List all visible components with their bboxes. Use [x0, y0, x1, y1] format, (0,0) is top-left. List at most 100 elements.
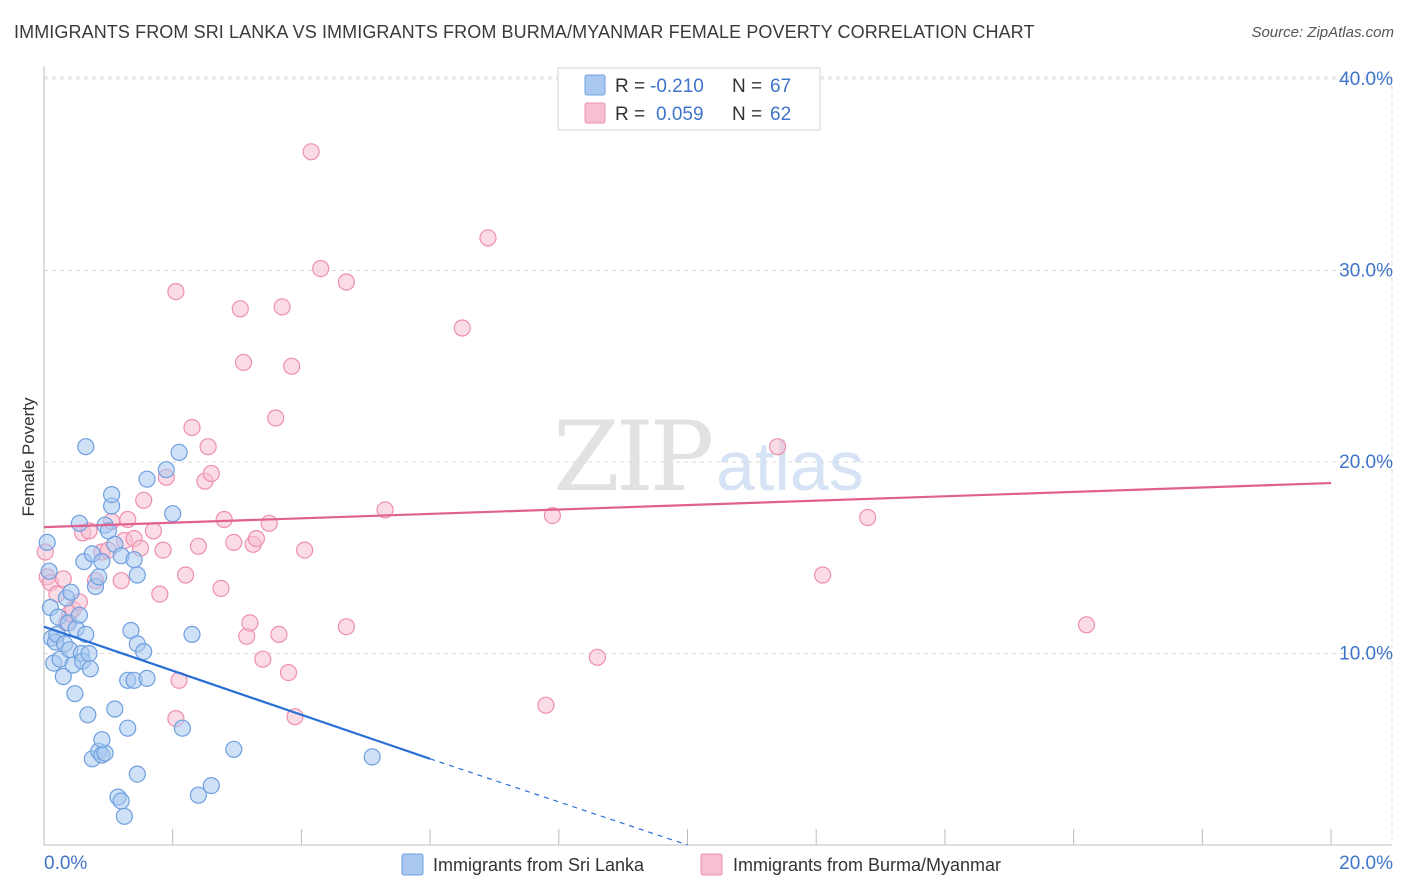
- burma-point: [241, 614, 259, 632]
- burma-point: [270, 625, 288, 644]
- bottom-legend-label-sri-lanka: Immigrants from Sri Lanka: [433, 855, 645, 875]
- x-tick-label: 0.0%: [44, 853, 87, 874]
- y-tick-label: 40.0%: [1339, 69, 1393, 90]
- burma-point: [286, 708, 304, 726]
- burma-point: [254, 650, 272, 668]
- sri-lanka-trend-line: [43, 625, 431, 760]
- bottom-legend-swatch-pink: [700, 853, 723, 876]
- burma-point: [260, 514, 278, 532]
- legend-r-value-2: 0.059: [656, 104, 704, 125]
- sri-lanka-point: [70, 606, 89, 624]
- legend-n-value-1: 67: [770, 76, 791, 97]
- sri-lanka-point: [102, 486, 121, 504]
- legend-n-value-2: 62: [770, 104, 791, 125]
- burma-point: [54, 570, 72, 588]
- burma-point: [312, 260, 330, 278]
- watermark-zip: ZIP: [553, 401, 712, 513]
- sri-lanka-point: [135, 642, 153, 661]
- burma-point: [167, 283, 185, 301]
- burma-point: [151, 585, 169, 603]
- burma-point: [337, 273, 355, 291]
- burma-point: [267, 409, 285, 427]
- burma-point: [247, 529, 265, 548]
- burma-point: [283, 357, 301, 375]
- burma-point: [302, 143, 320, 161]
- series-legend: Immigrants from Sri Lanka Immigrants fro…: [401, 853, 1001, 876]
- burma-point: [135, 491, 153, 509]
- sri-lanka-point: [93, 731, 111, 749]
- burma-point: [112, 572, 130, 590]
- legend-n-label-2: N =: [732, 104, 762, 125]
- sri-lanka-point: [170, 443, 188, 461]
- source-label: Source: ZipAtlas.com: [1251, 24, 1394, 41]
- burma-point: [202, 464, 220, 483]
- burma-point: [279, 663, 298, 682]
- sri-lanka-point: [128, 566, 146, 584]
- burma-point: [1077, 616, 1096, 634]
- tick-labels: 10.0% 20.0% 30.0% 40.0% 0.0% 20.0%: [44, 69, 1393, 874]
- legend-n-label-1: N =: [732, 76, 762, 97]
- sri-lanka-point: [138, 669, 156, 688]
- burma-point: [199, 438, 217, 456]
- sri-lanka-point: [54, 667, 72, 686]
- burma-point: [212, 579, 230, 598]
- bottom-legend-label-burma: Immigrants from Burma/Myanmar: [733, 855, 1001, 875]
- burma-point: [296, 541, 314, 559]
- legend-swatch-pink: [584, 102, 606, 124]
- burma-point: [543, 506, 562, 525]
- correlation-legend: R = -0.210 N = 67 R = 0.059 N = 62: [557, 67, 821, 131]
- burma-point: [144, 522, 162, 540]
- sri-lanka-point: [40, 562, 58, 580]
- burma-point: [337, 618, 355, 636]
- x-tick-label: 20.0%: [1339, 853, 1393, 874]
- burma-point: [588, 648, 607, 666]
- legend-r-label-1: R =: [615, 76, 645, 97]
- sri-lanka-point: [106, 700, 124, 718]
- sri-lanka-point: [125, 551, 143, 569]
- y-tick-label: 20.0%: [1339, 452, 1393, 473]
- sri-lanka-point: [70, 514, 89, 532]
- burma-point: [813, 566, 832, 584]
- sri-lanka-point: [77, 438, 95, 456]
- sri-lanka-point: [164, 505, 182, 523]
- burma-point: [768, 438, 787, 456]
- watermark-atlas: atlas: [716, 427, 864, 505]
- burma-point: [234, 353, 253, 371]
- sri-lanka-point: [93, 552, 111, 571]
- sri-lanka-point: [90, 568, 108, 586]
- y-axis-label: Female Poverty: [19, 397, 38, 517]
- sri-lanka-point: [128, 765, 146, 783]
- burma-point: [376, 501, 394, 519]
- burma-point: [537, 696, 555, 714]
- sri-lanka-point: [81, 660, 99, 678]
- sri-lanka-point: [38, 533, 56, 552]
- sri-lanka-point: [112, 792, 130, 810]
- sri-lanka-point: [157, 461, 175, 479]
- sri-lanka-point: [115, 807, 134, 825]
- grid: [44, 76, 1393, 845]
- burma-point: [231, 300, 249, 318]
- sri-lanka-point: [183, 625, 201, 644]
- legend-swatch-blue: [584, 74, 606, 96]
- sri-lanka-points: [38, 438, 381, 825]
- burma-point: [273, 298, 291, 316]
- burma-point: [183, 418, 201, 437]
- sri-lanka-point: [119, 719, 137, 737]
- burma-point: [177, 566, 195, 584]
- legend-r-label-2: R =: [615, 104, 645, 125]
- sri-lanka-point: [66, 685, 84, 703]
- burma-point: [453, 319, 471, 337]
- burma-point: [215, 510, 233, 529]
- sri-lanka-point: [138, 470, 156, 488]
- bottom-legend-swatch-blue: [401, 853, 424, 876]
- sri-lanka-point: [225, 740, 243, 758]
- chart-title: IMMIGRANTS FROM SRI LANKA VS IMMIGRANTS …: [14, 22, 1035, 42]
- axes: [43, 66, 1392, 846]
- burma-point: [859, 508, 877, 527]
- sri-lanka-point: [77, 625, 95, 644]
- sri-lanka-point: [173, 719, 191, 737]
- sri-lanka-point: [79, 706, 97, 724]
- burma-point: [225, 533, 243, 552]
- y-tick-label: 30.0%: [1339, 261, 1393, 282]
